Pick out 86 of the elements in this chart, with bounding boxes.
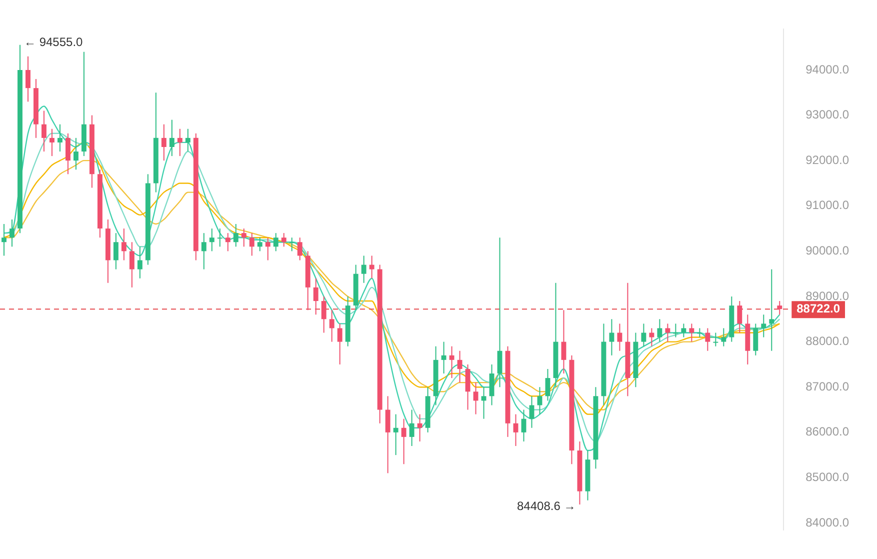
candlestick xyxy=(689,323,694,342)
candlestick xyxy=(497,237,502,388)
candlestick xyxy=(641,323,646,347)
candlestick xyxy=(649,328,654,347)
y-tick-label: 89000.0 xyxy=(806,288,850,303)
candlestick xyxy=(441,341,446,374)
candlestick xyxy=(361,255,366,284)
candlestick xyxy=(761,314,766,338)
candlestick xyxy=(233,224,238,248)
candlestick xyxy=(657,318,662,342)
candlestick xyxy=(129,242,134,288)
candlestick xyxy=(337,323,342,365)
y-tick-label: 87000.0 xyxy=(806,379,850,394)
candlestick xyxy=(513,414,518,446)
candlestick xyxy=(385,396,390,474)
candlestick xyxy=(57,124,62,152)
candlestick xyxy=(329,310,334,342)
y-tick-label: 84000.0 xyxy=(806,515,850,530)
candlestick xyxy=(409,409,414,446)
candlestick xyxy=(673,323,678,338)
candlestick xyxy=(449,346,454,379)
candlestick xyxy=(489,364,494,406)
candlestick xyxy=(209,228,214,252)
candlestick xyxy=(769,268,774,352)
candlestick xyxy=(49,128,54,157)
candlestick xyxy=(265,237,270,261)
candlestick xyxy=(313,278,318,316)
candlestick xyxy=(169,119,174,157)
candlestick xyxy=(473,382,478,415)
y-tick-label: 85000.0 xyxy=(806,470,850,484)
candlestick xyxy=(241,228,246,248)
candlestick xyxy=(681,323,686,338)
candlestick xyxy=(281,232,286,248)
candlestick xyxy=(257,237,262,252)
candlestick xyxy=(609,318,614,356)
y-tick-label: 88000.0 xyxy=(806,334,850,348)
candlestick xyxy=(401,418,406,465)
y-tick-label: 93000.0 xyxy=(806,108,850,122)
annotation: ← 94555.0 xyxy=(24,35,84,50)
candlestick xyxy=(393,414,398,456)
candlestick xyxy=(713,332,718,347)
candlestick xyxy=(417,414,422,442)
candlestick xyxy=(201,232,206,270)
candlestick xyxy=(777,300,782,316)
y-tick-label: 92000.0 xyxy=(806,152,850,167)
candlestick xyxy=(529,396,534,428)
candlestick xyxy=(26,56,30,102)
candlestick xyxy=(721,328,726,347)
candlestick xyxy=(121,228,126,261)
annotation: 84408.6 → xyxy=(517,498,576,513)
candlestick xyxy=(225,232,230,252)
candlestick xyxy=(537,386,542,415)
candlestick xyxy=(273,232,278,252)
candlestick xyxy=(65,132,70,175)
candlestick xyxy=(161,124,166,162)
candlestick xyxy=(249,232,254,256)
y-tick-label: 86000.0 xyxy=(806,424,850,439)
candlestick xyxy=(737,300,742,334)
candlestick xyxy=(10,218,14,248)
candlestick xyxy=(2,224,6,256)
candlestick xyxy=(617,323,622,352)
candlestick xyxy=(665,323,670,342)
candlestick xyxy=(481,386,486,420)
candlestick xyxy=(465,364,470,410)
candlestick xyxy=(113,232,118,270)
candlestick xyxy=(289,237,294,252)
candlestick xyxy=(369,255,374,279)
candlestick xyxy=(137,246,142,279)
candlestick xyxy=(177,128,182,157)
candlestick xyxy=(297,237,302,261)
ref-line-label: 88722.0 xyxy=(796,301,840,316)
y-tick-label: 94000.0 xyxy=(806,62,850,76)
candlestick xyxy=(753,323,758,356)
y-tick-label: 90000.0 xyxy=(806,244,850,258)
candlestick xyxy=(561,310,566,374)
candlestick xyxy=(321,296,326,334)
candlestick xyxy=(217,228,222,248)
y-tick-label: 91000.0 xyxy=(806,198,850,212)
candlestick xyxy=(73,137,78,170)
candlestick xyxy=(545,368,550,402)
candlestick xyxy=(185,128,190,152)
candlestick xyxy=(697,328,702,338)
candlestick xyxy=(42,110,46,152)
candlestick xyxy=(457,350,462,384)
candlestick xyxy=(521,409,526,442)
candlestick xyxy=(705,328,710,352)
